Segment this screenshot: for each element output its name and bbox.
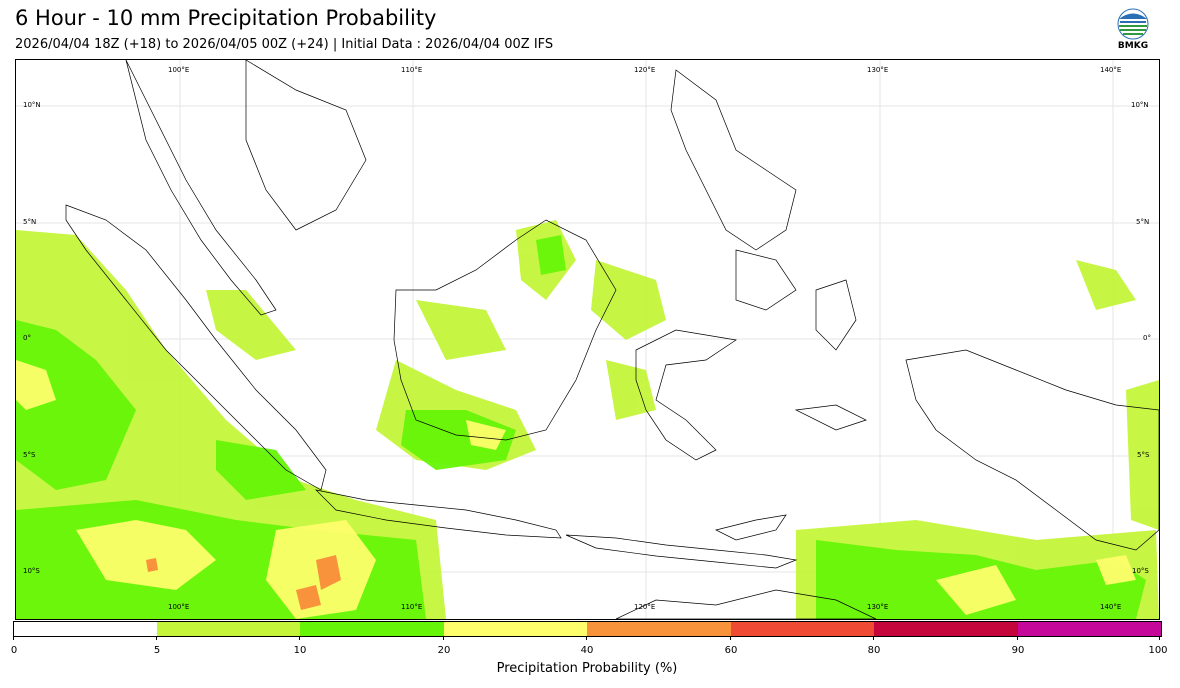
colorbar-tick-mark — [1159, 636, 1160, 640]
colorbar-segment — [300, 622, 444, 636]
colorbar-tick-label: 80 — [867, 645, 881, 656]
colorbar — [13, 621, 1162, 637]
lon-label-bottom: 130°E — [867, 603, 889, 611]
colorbar-tick-mark — [13, 636, 14, 640]
lon-label-bottom: 140°E — [1100, 603, 1122, 611]
precip-yellow — [16, 360, 1136, 619]
colorbar-tick-label: 40 — [580, 645, 594, 656]
lat-label-left: 10°S — [23, 567, 40, 575]
colorbar-tick-mark — [1017, 636, 1018, 640]
bmkg-logo-icon: BMKG — [1113, 8, 1153, 54]
colorbar-tick-mark — [586, 636, 587, 640]
logo-label: BMKG — [1117, 41, 1149, 51]
colorbar-segment — [444, 622, 587, 636]
lat-label-left: 5°S — [23, 451, 36, 459]
lat-label-right: 5°S — [1137, 451, 1150, 459]
lat-label-right: 10°N — [1131, 101, 1149, 109]
colorbar-tick-mark — [443, 636, 444, 640]
lat-label-left: 5°N — [23, 218, 37, 226]
lon-label-top: 140°E — [1100, 66, 1122, 74]
map-subtitle: 2026/04/04 18Z (+18) to 2026/04/05 00Z (… — [15, 37, 554, 52]
map-title: 6 Hour - 10 mm Precipitation Probability — [15, 6, 437, 30]
colorbar-segment — [874, 622, 1018, 636]
colorbar-segment — [1018, 622, 1161, 636]
lat-label-right: 0° — [1143, 334, 1151, 342]
colorbar-tick-label: 20 — [437, 645, 451, 656]
colorbar-segment — [157, 622, 300, 636]
colorbar-tick-mark — [299, 636, 300, 640]
colorbar-tick-mark — [730, 636, 731, 640]
map-canvas — [16, 60, 1159, 619]
lat-label-right: 5°N — [1136, 218, 1150, 226]
lat-label-left: 10°N — [23, 101, 41, 109]
colorbar-tick-label: 90 — [1011, 645, 1025, 656]
lon-label-bottom: 100°E — [168, 603, 190, 611]
lon-label-bottom: 110°E — [401, 603, 423, 611]
colorbar-tick-label: 60 — [724, 645, 738, 656]
lon-label-top: 120°E — [634, 66, 656, 74]
lon-label-bottom: 120°E — [634, 603, 656, 611]
lon-label-top: 100°E — [168, 66, 190, 74]
colorbar-segment — [14, 622, 157, 636]
colorbar-label: Precipitation Probability (%) — [496, 661, 678, 676]
lat-label-left: 0° — [23, 334, 31, 342]
lat-label-right: 10°S — [1132, 567, 1149, 575]
colorbar-tick-mark — [156, 636, 157, 640]
colorbar-tick-mark — [873, 636, 874, 640]
colorbar-segment — [587, 622, 731, 636]
lon-label-top: 110°E — [401, 66, 423, 74]
lon-label-top: 130°E — [867, 66, 889, 74]
colorbar-segment — [731, 622, 874, 636]
coastlines — [65, 60, 1159, 619]
precip-orange — [146, 555, 341, 610]
colorbar-tick-label: 5 — [153, 645, 161, 656]
precipitation-map: 100°E 110°E 120°E 130°E 140°E 100°E 110°… — [15, 59, 1160, 620]
colorbar-tick-label: 0 — [10, 645, 18, 656]
colorbar-tick-label: 100 — [1148, 645, 1168, 656]
colorbar-tick-label: 10 — [293, 645, 307, 656]
